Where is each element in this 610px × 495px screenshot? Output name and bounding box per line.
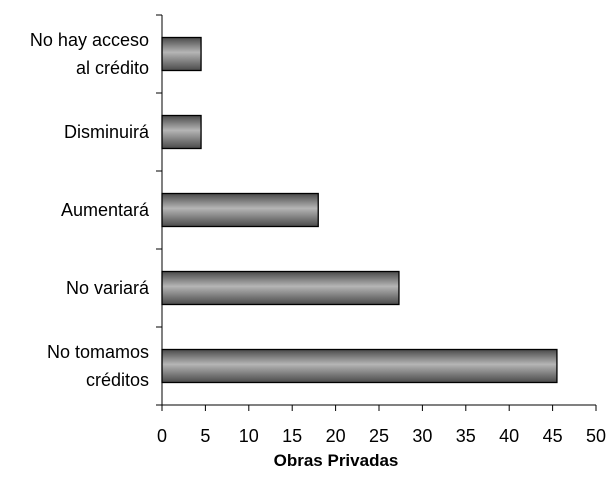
x-axis-title: Obras Privadas: [274, 451, 399, 470]
bars-layer: [161, 36, 558, 384]
category-label: Disminuirá: [64, 122, 150, 142]
x-tick-label: 20: [326, 426, 346, 446]
category-label: créditos: [86, 370, 149, 390]
bar: [161, 36, 202, 72]
x-tick-label: 0: [157, 426, 167, 446]
category-label: No variará: [66, 278, 150, 298]
category-label: No hay acceso: [30, 30, 149, 50]
x-tick-label: 25: [369, 426, 389, 446]
x-tick-label: 45: [543, 426, 563, 446]
x-tick-label: 50: [586, 426, 606, 446]
bar: [161, 348, 558, 384]
x-tick-label: 5: [200, 426, 210, 446]
category-label: No tomamos: [47, 342, 149, 362]
category-label: Aumentará: [61, 200, 150, 220]
bar: [161, 270, 400, 306]
x-tick-label: 40: [499, 426, 519, 446]
category-label: al crédito: [76, 58, 149, 78]
x-tick-label: 35: [456, 426, 476, 446]
x-tick-label: 30: [412, 426, 432, 446]
bar: [161, 114, 202, 150]
label-layer: No hay acceso al crédito Disminuirá Aumenta…: [30, 30, 606, 446]
axis-layer: [156, 14, 597, 411]
x-tick-label: 10: [239, 426, 259, 446]
bar: [161, 192, 319, 228]
x-tick-label: 15: [282, 426, 302, 446]
